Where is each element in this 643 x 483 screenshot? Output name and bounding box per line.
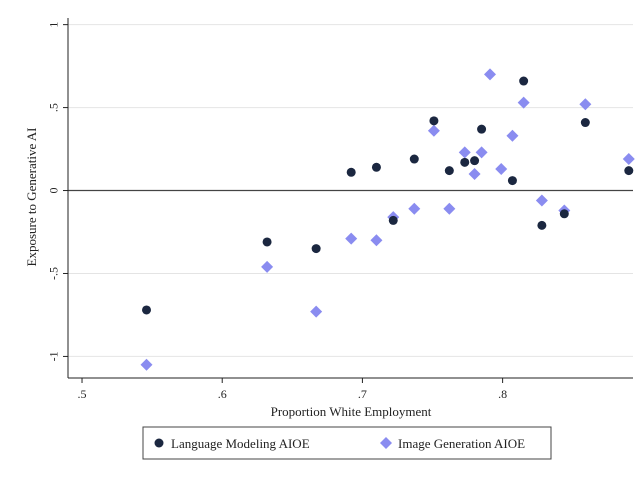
point-language [388,215,398,225]
point-image [517,96,530,109]
point-language [537,220,547,230]
point-image [370,234,383,247]
point-language [519,76,529,86]
legend-marker-image [380,437,392,449]
x-tick-label: .5 [78,387,87,401]
point-language [580,118,590,128]
y-tick-label: -1 [47,351,61,361]
point-language [470,156,480,166]
point-language [142,305,152,315]
point-language [624,166,634,176]
legend-label-language: Language Modeling AIOE [171,436,310,451]
point-language [346,167,356,177]
y-axis-ticks: 1 .5 0 -.5 -1 [47,22,68,361]
point-image [475,146,488,159]
point-image [140,358,153,371]
point-language [409,154,419,164]
point-language [477,124,487,134]
point-image [427,124,440,137]
point-language [371,162,381,172]
legend: Language Modeling AIOE Image Generation … [142,426,552,460]
point-language [444,166,454,176]
point-image [622,153,635,166]
point-image [506,129,519,142]
point-language [429,116,439,126]
x-tick-label: .8 [498,387,507,401]
point-language [559,209,569,219]
data-points [140,68,635,371]
y-tick-label: -.5 [47,267,61,280]
point-image [458,146,471,159]
y-tick-label: 0 [47,188,61,194]
legend-marker-language [154,438,164,448]
point-image [468,167,481,180]
point-image [408,202,421,215]
point-language [460,157,470,167]
point-image [483,68,496,81]
y-tick-label: .5 [47,103,61,112]
point-language [262,237,272,247]
point-image [535,194,548,207]
x-axis-title: Proportion White Employment [271,404,432,419]
point-image [495,162,508,175]
legend-box [142,426,552,460]
point-image [579,98,592,111]
x-axis-ticks: .5 .6 .7 .8 [78,378,507,401]
y-axis-title: Exposure to Generative AI [24,128,39,267]
point-image [345,232,358,245]
y-tick-label: 1 [47,22,61,28]
point-image [310,305,323,318]
x-tick-label: .7 [358,387,367,401]
point-language [507,176,517,186]
point-image [261,260,274,273]
point-image [443,202,456,215]
x-tick-label: .6 [218,387,227,401]
point-language [311,244,321,254]
legend-label-image: Image Generation AIOE [398,436,525,451]
